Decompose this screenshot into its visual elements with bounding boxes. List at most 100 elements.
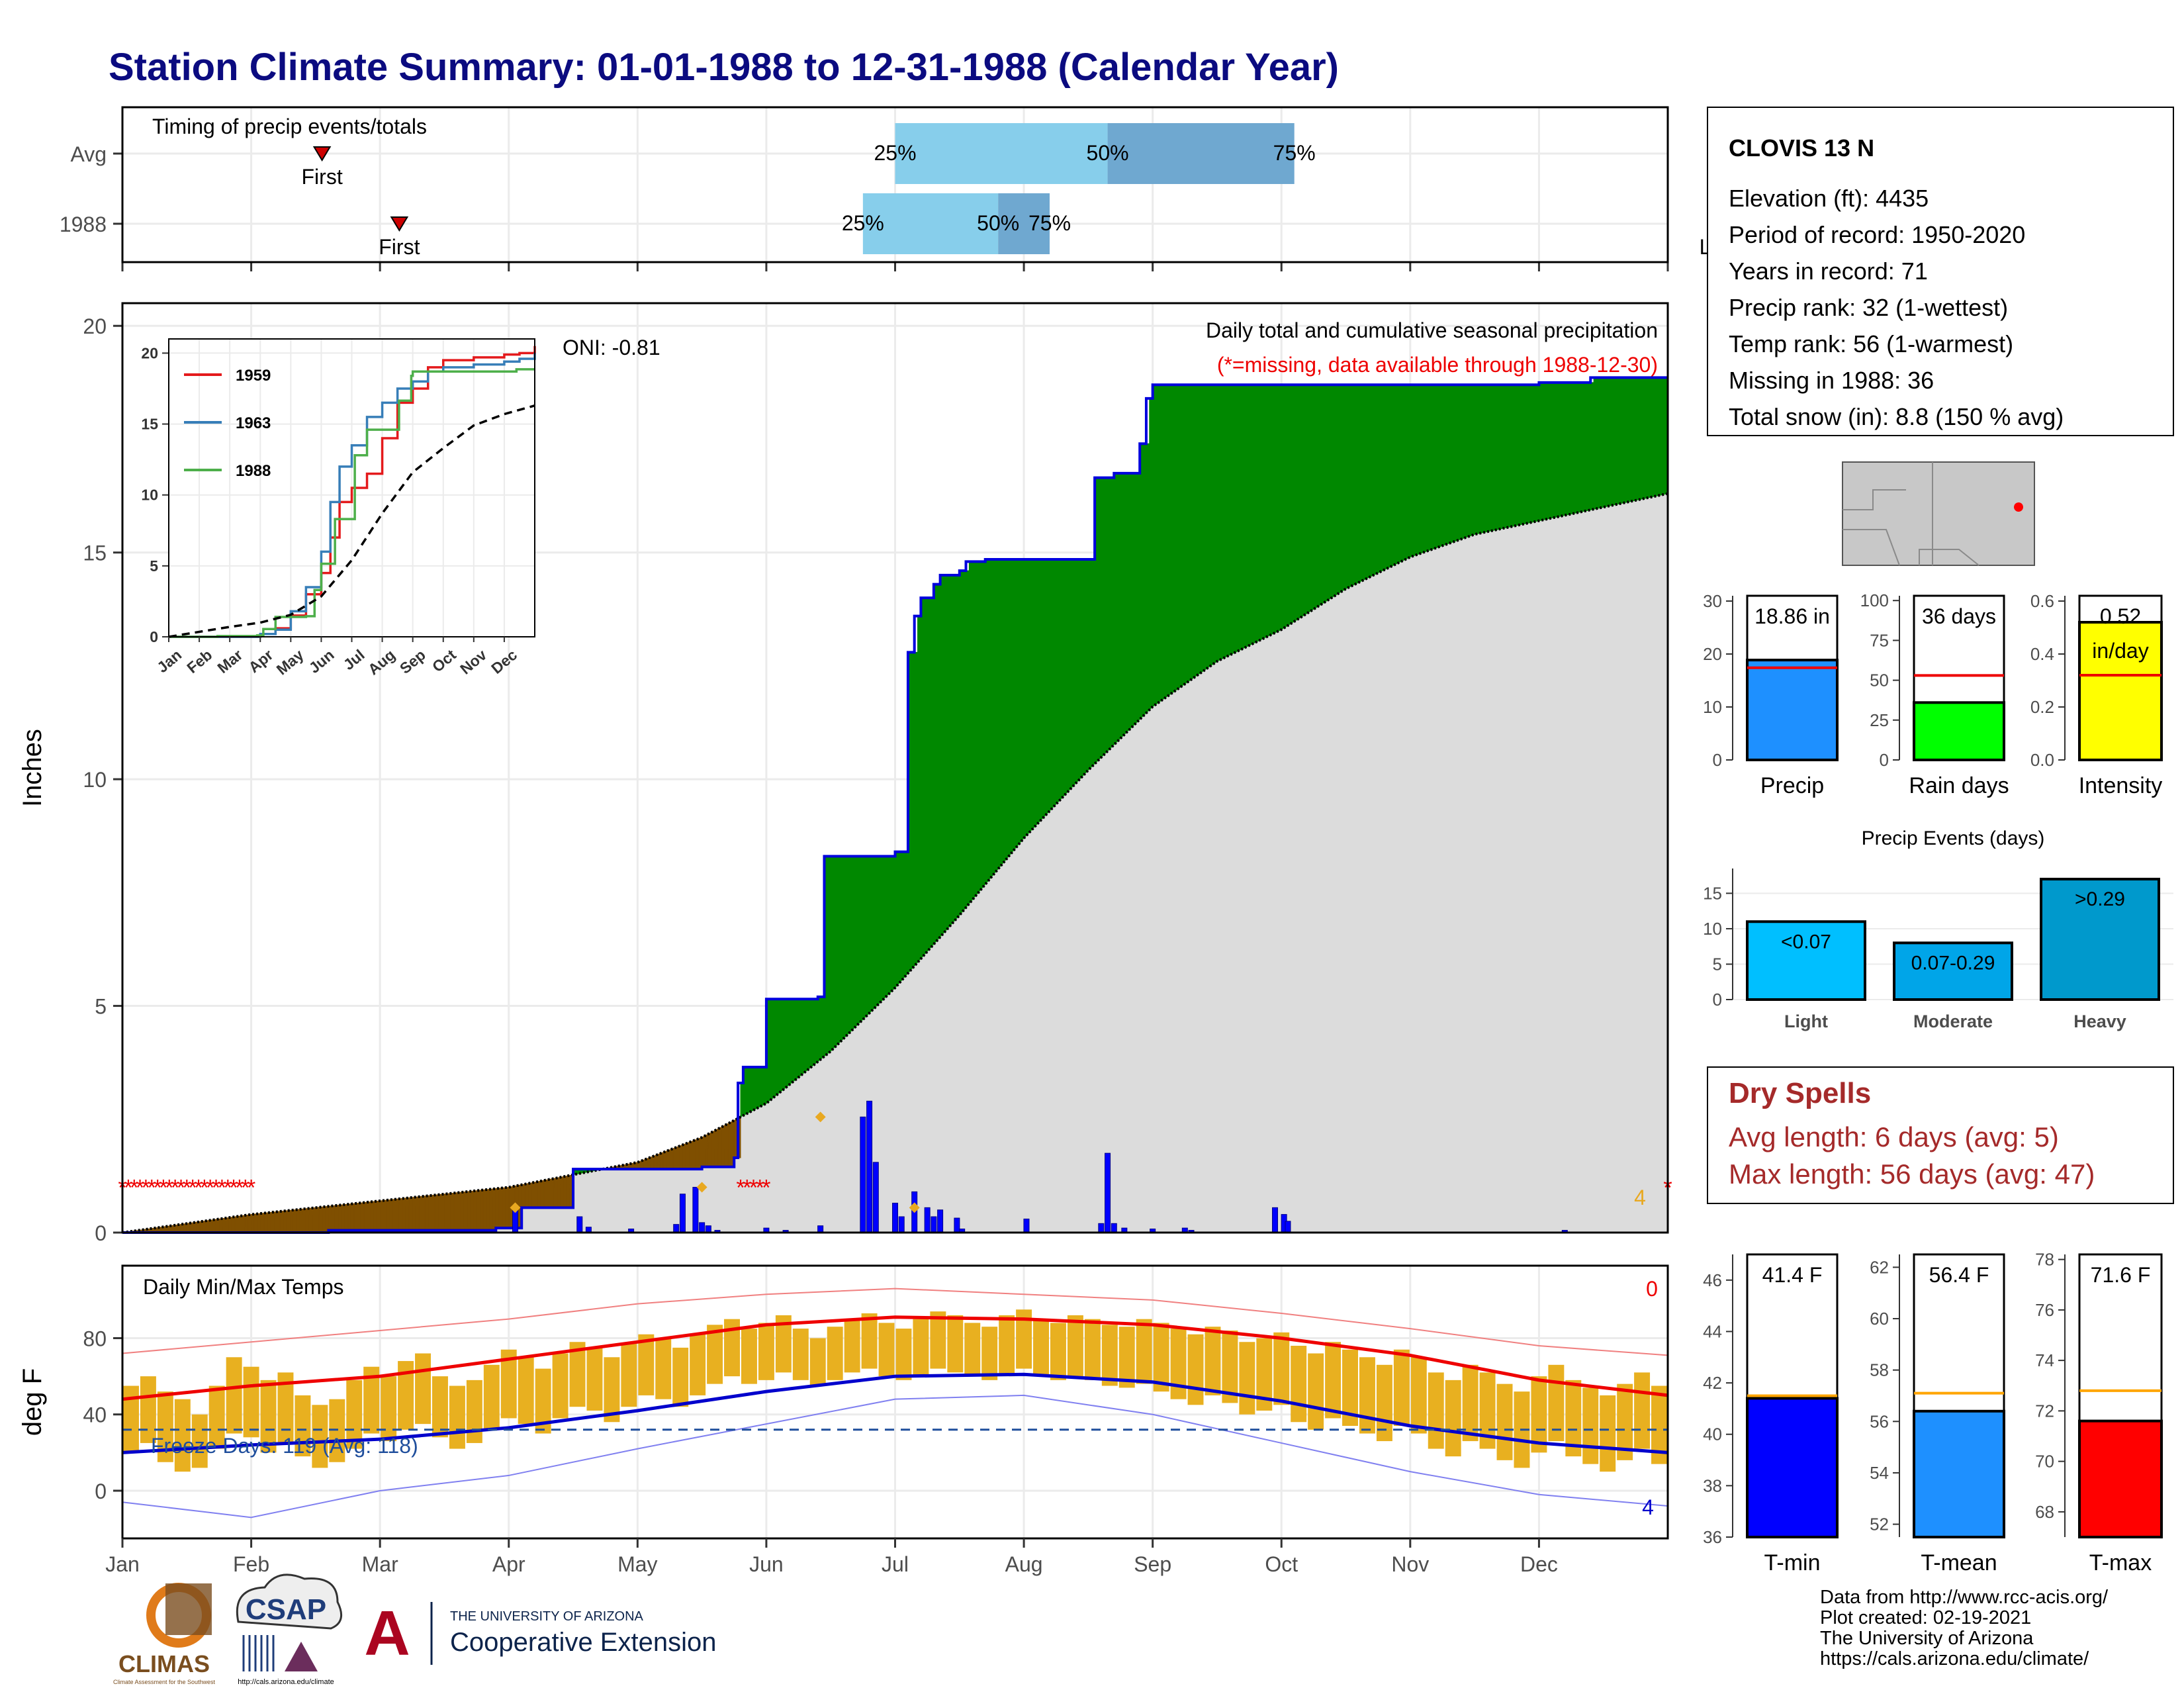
missing-marker: * — [159, 1176, 167, 1201]
daily-temp-bar — [895, 1329, 912, 1380]
daily-temp-bar — [260, 1380, 277, 1453]
daily-temp-bar — [621, 1344, 637, 1407]
daily-precip-bar — [1111, 1223, 1117, 1233]
y-tick-label: 5 — [1713, 954, 1722, 974]
y-tick-label: 20 — [83, 314, 107, 338]
climas-text: CLIMAS — [118, 1650, 210, 1677]
daily-temp-bar — [1325, 1342, 1342, 1419]
event-category-label: Light — [1784, 1011, 1828, 1031]
y-tick-label: 80 — [83, 1327, 107, 1350]
y-tick-label: 62 — [1870, 1257, 1889, 1277]
daily-temp-bar — [861, 1313, 878, 1369]
station-info-line: Precip rank: 32 (1-wettest) — [1729, 294, 2008, 321]
daily-temp-bar — [449, 1385, 465, 1449]
daily-temp-bar — [741, 1329, 757, 1384]
missing-marker: * — [756, 1176, 764, 1201]
station-info-line: Elevation (ft): 4435 — [1729, 185, 1929, 212]
y-tick-label: 38 — [1703, 1476, 1722, 1495]
daily-precip-bar — [1272, 1207, 1279, 1233]
missing-marker: * — [229, 1176, 238, 1201]
oni-label: ONI: -0.81 — [563, 336, 660, 359]
bar-value-label: 36 days — [1922, 604, 1996, 628]
y-tick-label: 44 — [1703, 1321, 1722, 1341]
missing-marker: * — [736, 1176, 745, 1201]
y-tick-label: 0 — [95, 1479, 107, 1503]
daily-temp-bar — [500, 1349, 517, 1419]
average-cumulative-line — [122, 492, 1668, 1234]
missing-marker: * — [183, 1176, 191, 1201]
events-title: Precip Events (days) — [1862, 827, 2045, 849]
missing-marker: * — [124, 1176, 132, 1201]
footer-line: Data from http://www.rcc-acis.org/ — [1820, 1587, 2109, 1608]
missing-marker: * — [200, 1176, 208, 1201]
missing-marker: * — [206, 1176, 214, 1201]
summary-bar — [2078, 1419, 2163, 1538]
summary-bar — [1746, 1397, 1839, 1539]
footer-line: https://cals.arizona.edu/climate/ — [1820, 1648, 2089, 1669]
month-tick-label: Jan — [105, 1552, 140, 1576]
daily-temp-bar — [999, 1315, 1015, 1377]
daily-precip-bar — [872, 1162, 879, 1233]
precip-y-label: Inches — [18, 729, 47, 807]
climas-logo: CLIMAS Climate Assessment for the Southwe… — [113, 1583, 216, 1685]
daily-temp-bar — [1393, 1349, 1410, 1427]
y-tick-label: 76 — [2035, 1300, 2054, 1320]
temp-y-label: deg F — [18, 1368, 47, 1436]
ua-small-text: THE UNIVERSITY OF ARIZONA — [450, 1609, 644, 1624]
missing-marker: * — [762, 1176, 770, 1201]
daily-temp-bar — [707, 1325, 723, 1384]
quartile-bar-25-50 — [895, 123, 1108, 184]
bar-value-label: 56.4 F — [1929, 1263, 1989, 1287]
y-tick-label: 0.2 — [2030, 697, 2054, 717]
missing-marker: * — [142, 1176, 150, 1201]
legend-label: 1959 — [236, 367, 271, 385]
daily-precip-bar — [866, 1100, 873, 1233]
event-bar-label: >0.29 — [2075, 888, 2125, 910]
daily-temp-bar — [174, 1399, 191, 1472]
precip-panel-title: Daily total and cumulative seasonal prec… — [1206, 318, 1658, 342]
y-tick-label: 54 — [1870, 1463, 1889, 1483]
daily-temp-bar — [672, 1347, 689, 1407]
daily-temp-bar — [398, 1361, 414, 1430]
csap-url: http://cals.arizona.edu/climate — [238, 1678, 334, 1686]
quantile-label: 50% — [977, 211, 1019, 235]
y-tick-label: 56 — [1870, 1411, 1889, 1431]
y-tick-label: 68 — [2035, 1502, 2054, 1522]
daily-precip-bar — [924, 1207, 931, 1233]
daily-temp-bar — [226, 1357, 242, 1434]
daily-temp-bar — [243, 1366, 259, 1438]
daily-temp-bar — [1205, 1327, 1221, 1395]
daily-temp-bar — [1600, 1395, 1616, 1472]
csap-text: CSAP — [246, 1593, 326, 1626]
daily-precip-bar — [692, 1187, 699, 1233]
daily-temp-bar — [981, 1327, 998, 1380]
daily-temp-bar — [208, 1385, 225, 1449]
daily-temp-bar — [1067, 1315, 1083, 1377]
climas-mark — [165, 1583, 212, 1635]
daily-temp-bar — [1462, 1364, 1479, 1442]
timing-marker — [390, 216, 409, 232]
daily-precip-bar — [673, 1224, 680, 1233]
daily-temp-bar — [312, 1405, 328, 1468]
daily-temp-bar — [964, 1323, 981, 1377]
month-tick-label: Nov — [1391, 1552, 1429, 1576]
inset-y-tick-label: 10 — [141, 487, 158, 504]
station-info-line: Temp rank: 56 (1-warmest) — [1729, 330, 2013, 357]
hot-count: 0 — [1646, 1277, 1658, 1301]
quantile-label: 75% — [1028, 211, 1071, 235]
y-tick-label: 58 — [1870, 1360, 1889, 1380]
month-tick-label: Oct — [1265, 1552, 1298, 1576]
daily-temp-bar — [466, 1380, 482, 1443]
daily-temp-bar — [724, 1319, 740, 1377]
daily-temp-bar — [1291, 1346, 1307, 1423]
daily-precip-bar — [898, 1216, 905, 1233]
inset-y-tick-label: 20 — [141, 344, 158, 361]
daily-temp-bar — [586, 1347, 603, 1411]
bar-value-label: 18.86 in — [1754, 604, 1830, 628]
daily-temp-bar — [1136, 1319, 1152, 1384]
y-tick-label: 10 — [83, 768, 107, 792]
event-category-label: Moderate — [1913, 1011, 1993, 1031]
summary-bar — [2078, 621, 2163, 761]
daily-temp-bar — [1239, 1342, 1255, 1415]
daily-precip-bar — [1023, 1218, 1030, 1233]
